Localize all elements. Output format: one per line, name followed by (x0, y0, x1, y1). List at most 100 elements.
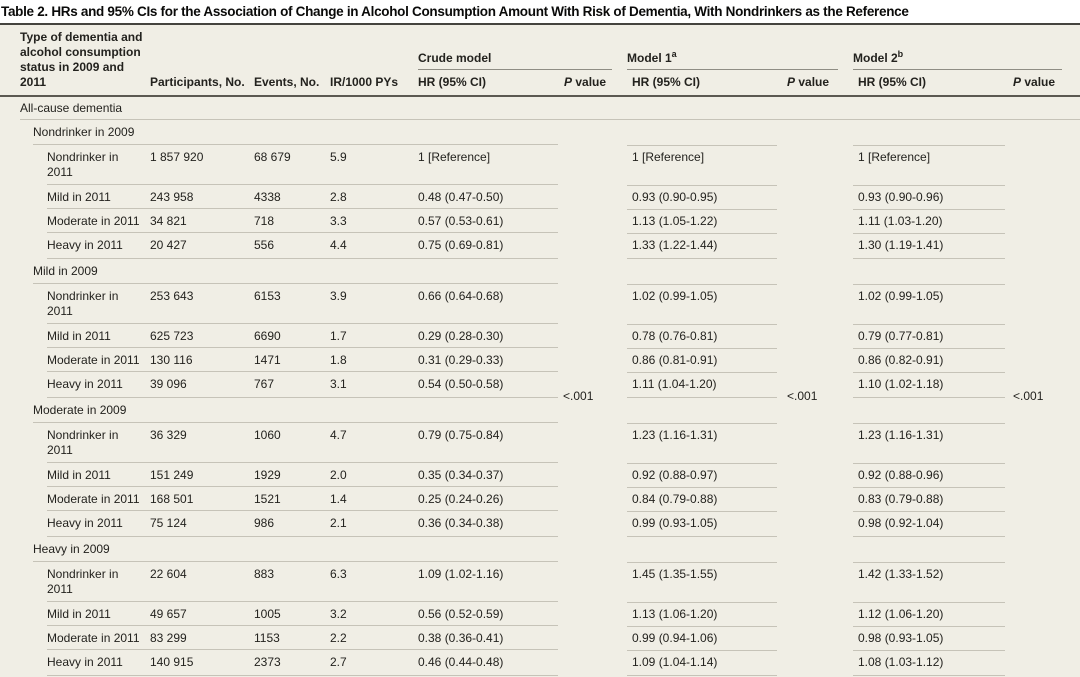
model1-hr-cell: 1.13 (1.05-1.22) (627, 209, 777, 233)
crude-hr-cell: 0.29 (0.28-0.30) (418, 329, 504, 343)
participants-cell: 20 427 (150, 238, 187, 252)
row-label: Moderate in 2011 (47, 353, 140, 367)
column-header-events: Events, No. (254, 75, 320, 89)
events-cell: 986 (254, 516, 275, 530)
column-header-crude-hr: HR (95% CI) (418, 75, 487, 89)
model1-hr-cell: 0.99 (0.94-1.06) (627, 626, 777, 650)
table-row: Moderate in 2011 34 821 718 3.3 0.57 (0.… (0, 209, 1080, 233)
table-row: Nondrinker in 2011 1 857 920 68 679 5.9 … (0, 145, 1080, 185)
events-cell: 556 (254, 238, 275, 252)
crude-hr-cell: 0.25 (0.24-0.26) (418, 492, 504, 506)
row-label: Mild in 2011 (47, 607, 111, 621)
crude-hr-cell: 0.66 (0.64-0.68) (418, 289, 504, 303)
group-row: Heavy in 2009 (0, 537, 1080, 562)
table-row: Mild in 2011 49 657 1005 3.2 0.56 (0.52-… (0, 602, 1080, 626)
row-label: Heavy in 2011 (47, 655, 123, 669)
row-label: Mild in 2011 (47, 329, 111, 343)
column-header-participants: Participants, No. (150, 75, 245, 89)
model2-pvalue: <.001 (1013, 389, 1044, 403)
group-row: Mild in 2009 (0, 259, 1080, 284)
table-row: Heavy in 2011 39 096 767 3.1 0.54 (0.50-… (0, 372, 1080, 398)
row-label: Moderate in 2011 (47, 492, 140, 506)
model2-hr-cell: 1.12 (1.06-1.20) (853, 602, 1005, 626)
ir-cell: 3.1 (330, 377, 347, 391)
events-cell: 6153 (254, 289, 281, 303)
column-header-model2-hr: HR (95% CI) (858, 75, 927, 89)
model1-hr-cell: 1.09 (1.04-1.14) (627, 650, 777, 676)
events-cell: 883 (254, 567, 275, 581)
group-row: Moderate in 2009 (0, 398, 1080, 423)
table-row: Mild in 2011 625 723 6690 1.7 0.29 (0.28… (0, 324, 1080, 348)
model1-hr-cell: 1 [Reference] (627, 145, 777, 185)
row-label: Mild in 2011 (47, 468, 111, 482)
group-header-model-2: Model 2b (853, 49, 1062, 70)
events-cell: 1153 (254, 631, 280, 645)
table-title: Table 2. HRs and 95% CIs for the Associa… (1, 4, 909, 19)
model2-hr-cell: 1.23 (1.16-1.31) (853, 423, 1005, 463)
model1-hr-cell: 0.99 (0.93-1.05) (627, 511, 777, 537)
model2-hr-cell: 0.98 (0.93-1.05) (853, 626, 1005, 650)
row-label: Nondrinker in 2011 (47, 150, 119, 179)
crude-hr-cell: 0.38 (0.36-0.41) (418, 631, 504, 645)
row-label: Nondrinker in 2011 (47, 428, 119, 457)
ir-cell: 2.8 (330, 190, 347, 204)
model2-hr-cell: 0.98 (0.92-1.04) (853, 511, 1005, 537)
participants-cell: 83 299 (150, 631, 187, 645)
ir-cell: 2.7 (330, 655, 347, 669)
ir-cell: 2.0 (330, 468, 347, 482)
model2-hr-cell: 0.93 (0.90-0.96) (853, 185, 1005, 209)
table-header: Crude model Model 1a Model 2b Type of de… (0, 25, 1080, 97)
group-label: Heavy in 2009 (33, 542, 110, 556)
crude-hr-cell: 0.75 (0.69-0.81) (418, 238, 504, 252)
model2-hr-cell: 1.30 (1.19-1.41) (853, 233, 1005, 259)
crude-hr-cell: 0.54 (0.50-0.58) (418, 377, 504, 391)
events-cell: 4338 (254, 190, 281, 204)
table-top-rule (0, 23, 1080, 25)
group-header-crude-model: Crude model (418, 49, 612, 70)
events-cell: 767 (254, 377, 275, 391)
column-header-model2-pvalue: P value (1013, 75, 1056, 89)
table-row: Moderate in 2011 83 299 1153 2.2 0.38 (0… (0, 626, 1080, 650)
table-row: Heavy in 2011 20 427 556 4.4 0.75 (0.69-… (0, 233, 1080, 259)
participants-cell: 625 723 (150, 329, 194, 343)
participants-cell: 34 821 (150, 214, 187, 228)
model1-pvalue: <.001 (787, 389, 818, 403)
model2-hr-cell: 0.79 (0.77-0.81) (853, 324, 1005, 348)
model1-hr-cell: 0.93 (0.90-0.95) (627, 185, 777, 209)
ir-cell: 1.7 (330, 329, 347, 343)
participants-cell: 22 604 (150, 567, 187, 581)
participants-cell: 253 643 (150, 289, 194, 303)
model1-hr-cell: 0.86 (0.81-0.91) (627, 348, 777, 372)
events-cell: 1471 (254, 353, 281, 367)
ir-cell: 4.4 (330, 238, 347, 252)
crude-hr-cell: 0.48 (0.47-0.50) (418, 190, 504, 204)
crude-hr-cell: 0.79 (0.75-0.84) (418, 428, 504, 442)
crude-hr-cell: 1 [Reference] (418, 150, 491, 164)
model1-hr-cell: 0.84 (0.79-0.88) (627, 487, 777, 511)
table-row: Moderate in 2011 130 116 1471 1.8 0.31 (… (0, 348, 1080, 372)
crude-hr-cell: 0.35 (0.34-0.37) (418, 468, 504, 482)
participants-cell: 130 116 (150, 353, 193, 367)
participants-cell: 168 501 (150, 492, 194, 506)
ir-cell: 2.2 (330, 631, 347, 645)
crude-hr-cell: 0.46 (0.44-0.48) (418, 655, 504, 669)
model2-hr-cell: 0.86 (0.82-0.91) (853, 348, 1005, 372)
ir-cell: 1.8 (330, 353, 347, 367)
column-header-ir: IR/1000 PYs (330, 75, 399, 89)
ir-cell: 3.3 (330, 214, 347, 228)
section-row: All-cause dementia (0, 97, 1080, 120)
events-cell: 1005 (254, 607, 281, 621)
table-row: Heavy in 2011 75 124 986 2.1 0.36 (0.34-… (0, 511, 1080, 537)
crude-hr-cell: 0.31 (0.29-0.33) (418, 353, 504, 367)
model2-hr-cell: 1.02 (0.99-1.05) (853, 284, 1005, 324)
model1-hr-cell: 0.78 (0.76-0.81) (627, 324, 777, 348)
ir-cell: 3.2 (330, 607, 347, 621)
participants-cell: 49 657 (150, 607, 187, 621)
participants-cell: 243 958 (150, 190, 194, 204)
model2-hr-cell: 1.42 (1.33-1.52) (853, 562, 1005, 602)
table-row: Heavy in 2011 140 915 2373 2.7 0.46 (0.4… (0, 650, 1080, 676)
table-row: Nondrinker in 2011 253 643 6153 3.9 0.66… (0, 284, 1080, 324)
ir-cell: 4.7 (330, 428, 347, 442)
model1-hr-cell: 1.33 (1.22-1.44) (627, 233, 777, 259)
table-row: Nondrinker in 2011 22 604 883 6.3 1.09 (… (0, 562, 1080, 602)
